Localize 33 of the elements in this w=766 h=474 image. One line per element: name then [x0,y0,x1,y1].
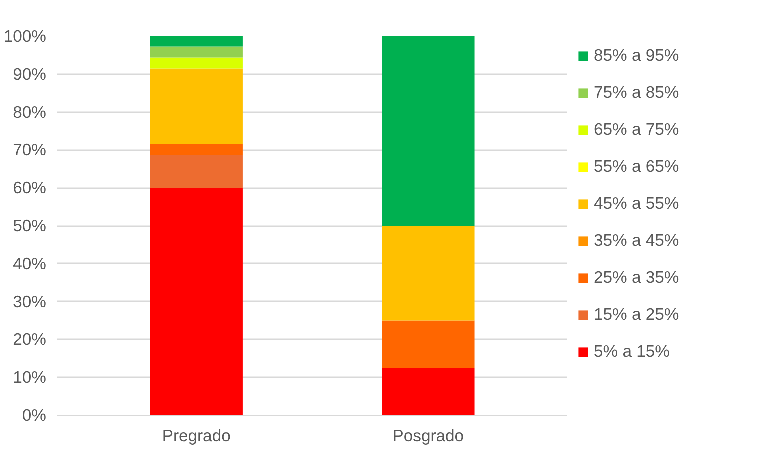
legend-label: 5% a 15% [594,342,670,362]
bar [150,36,243,47]
legend-label: 15% a 25% [594,305,680,325]
legend-label: 75% a 85% [594,83,680,103]
bar [382,368,475,416]
legend-label: 55% a 65% [594,157,680,177]
y-tick-label: 50% [13,216,47,236]
legend-label: 35% a 45% [594,231,680,251]
bar [382,36,475,226]
bar [382,320,475,368]
y-tick-label: 80% [13,102,47,122]
legend-label: 25% a 35% [594,268,680,288]
x-tick-label: Posgrado [392,426,464,446]
y-tick-label: 10% [13,368,47,388]
legend-label: 85% a 95% [594,46,680,66]
y-tick-label: 0% [22,406,47,425]
y-tick-label: 30% [13,292,47,312]
y-tick-label: 60% [13,178,47,198]
x-tick-label: Pregrado [162,426,231,446]
bar [150,144,243,156]
bar [150,156,243,188]
y-tick-label: 100% [4,27,47,46]
bar [382,226,475,321]
bar [150,68,243,145]
bar [150,46,243,58]
y-tick-label: 40% [13,254,47,274]
legend-label: 65% a 75% [594,120,680,140]
legend-label: 45% a 55% [594,194,680,214]
bar [150,58,243,69]
bar [150,188,243,416]
y-tick-label: 90% [13,64,47,84]
y-tick-label: 70% [13,140,47,160]
y-tick-label: 20% [13,330,47,350]
